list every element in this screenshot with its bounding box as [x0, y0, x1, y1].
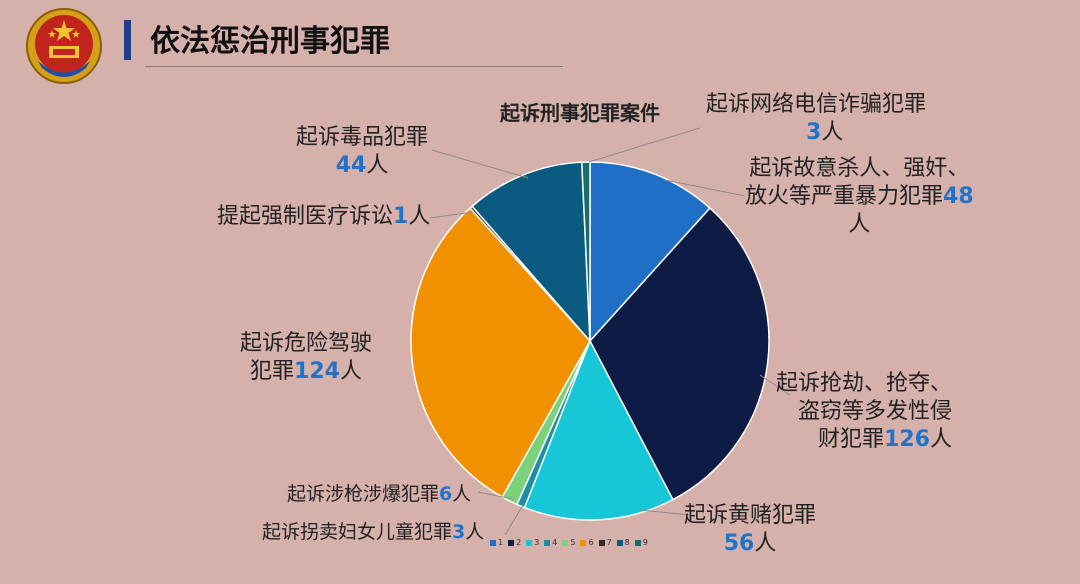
legend-swatch — [616, 539, 623, 546]
leader-line-porn — [639, 509, 691, 516]
legend-label: 4 — [552, 538, 558, 547]
leader-line-fraud — [588, 127, 701, 163]
legend-label: 1 — [498, 538, 504, 547]
legend-label: 8 — [624, 538, 630, 547]
legend-item-5: 5 — [562, 538, 575, 547]
legend-swatch — [598, 539, 605, 546]
label-violent: 起诉故意杀人、强奸、 放火等严重暴力犯罪48 人 — [745, 156, 974, 237]
label-gun: 起诉涉枪涉爆犯罪6人 — [287, 483, 472, 505]
pie-slice-1 — [589, 161, 711, 343]
legend-label: 2 — [516, 538, 522, 547]
page-title: 依法惩治刑事犯罪 — [150, 24, 390, 59]
title-accent-bar — [124, 20, 131, 60]
chart-legend: 1 2 3 4 5 6 7 8 9 — [490, 538, 648, 547]
legend-item-9: 9 — [634, 538, 648, 547]
leader-line-drug — [431, 149, 529, 179]
leader-line-gun — [477, 491, 514, 500]
legend-swatch — [526, 539, 533, 546]
label-medical: 提起强制医疗诉讼1人 — [217, 204, 431, 229]
legend-label: 6 — [588, 538, 594, 547]
leader-line-violent — [664, 179, 746, 197]
legend-item-4: 4 — [544, 538, 557, 547]
legend-swatch — [580, 539, 587, 546]
legend-label: 5 — [570, 538, 576, 547]
label-porn: 起诉黄赌犯罪 56人 — [684, 503, 817, 556]
legend-swatch — [634, 539, 641, 546]
label-drive: 起诉危险驾驶 犯罪124人 — [240, 331, 373, 384]
label-property: 起诉抢劫、抢夺、 盗窃等多发性侵 财犯罪126人 — [776, 371, 953, 452]
title-divider — [145, 66, 563, 67]
pie-slice-3 — [523, 339, 674, 521]
legend-label: 9 — [642, 538, 648, 547]
label-fraud: 起诉网络电信诈骗犯罪 3人 — [706, 92, 927, 145]
legend-item-1: 1 — [490, 538, 503, 547]
legend-swatch — [508, 539, 515, 546]
legend-label: 7 — [606, 538, 612, 547]
legend-item-7: 7 — [598, 538, 612, 547]
procuratorate-emblem — [26, 8, 102, 84]
legend-swatch — [562, 539, 569, 546]
pie-slice-8 — [471, 161, 591, 344]
legend-item-8: 8 — [616, 538, 630, 547]
legend-swatch — [490, 539, 496, 546]
legend-item-2: 2 — [508, 538, 521, 547]
leader-line-traffick — [504, 504, 524, 536]
pie-slice-2 — [589, 207, 770, 501]
leader-line-property — [759, 374, 791, 396]
legend-item-3: 3 — [526, 538, 539, 547]
legend-label: 3 — [534, 538, 540, 547]
chart-title: 起诉刑事犯罪案件 — [500, 101, 660, 125]
pie-slice-6 — [410, 207, 591, 499]
label-drug: 起诉毒品犯罪 44人 — [296, 125, 429, 178]
label-traffick: 起诉拐卖妇女儿童犯罪3人 — [262, 521, 485, 543]
legend-swatch — [544, 539, 551, 546]
legend-item-6: 6 — [580, 538, 594, 547]
leader-line-medical — [429, 211, 474, 219]
